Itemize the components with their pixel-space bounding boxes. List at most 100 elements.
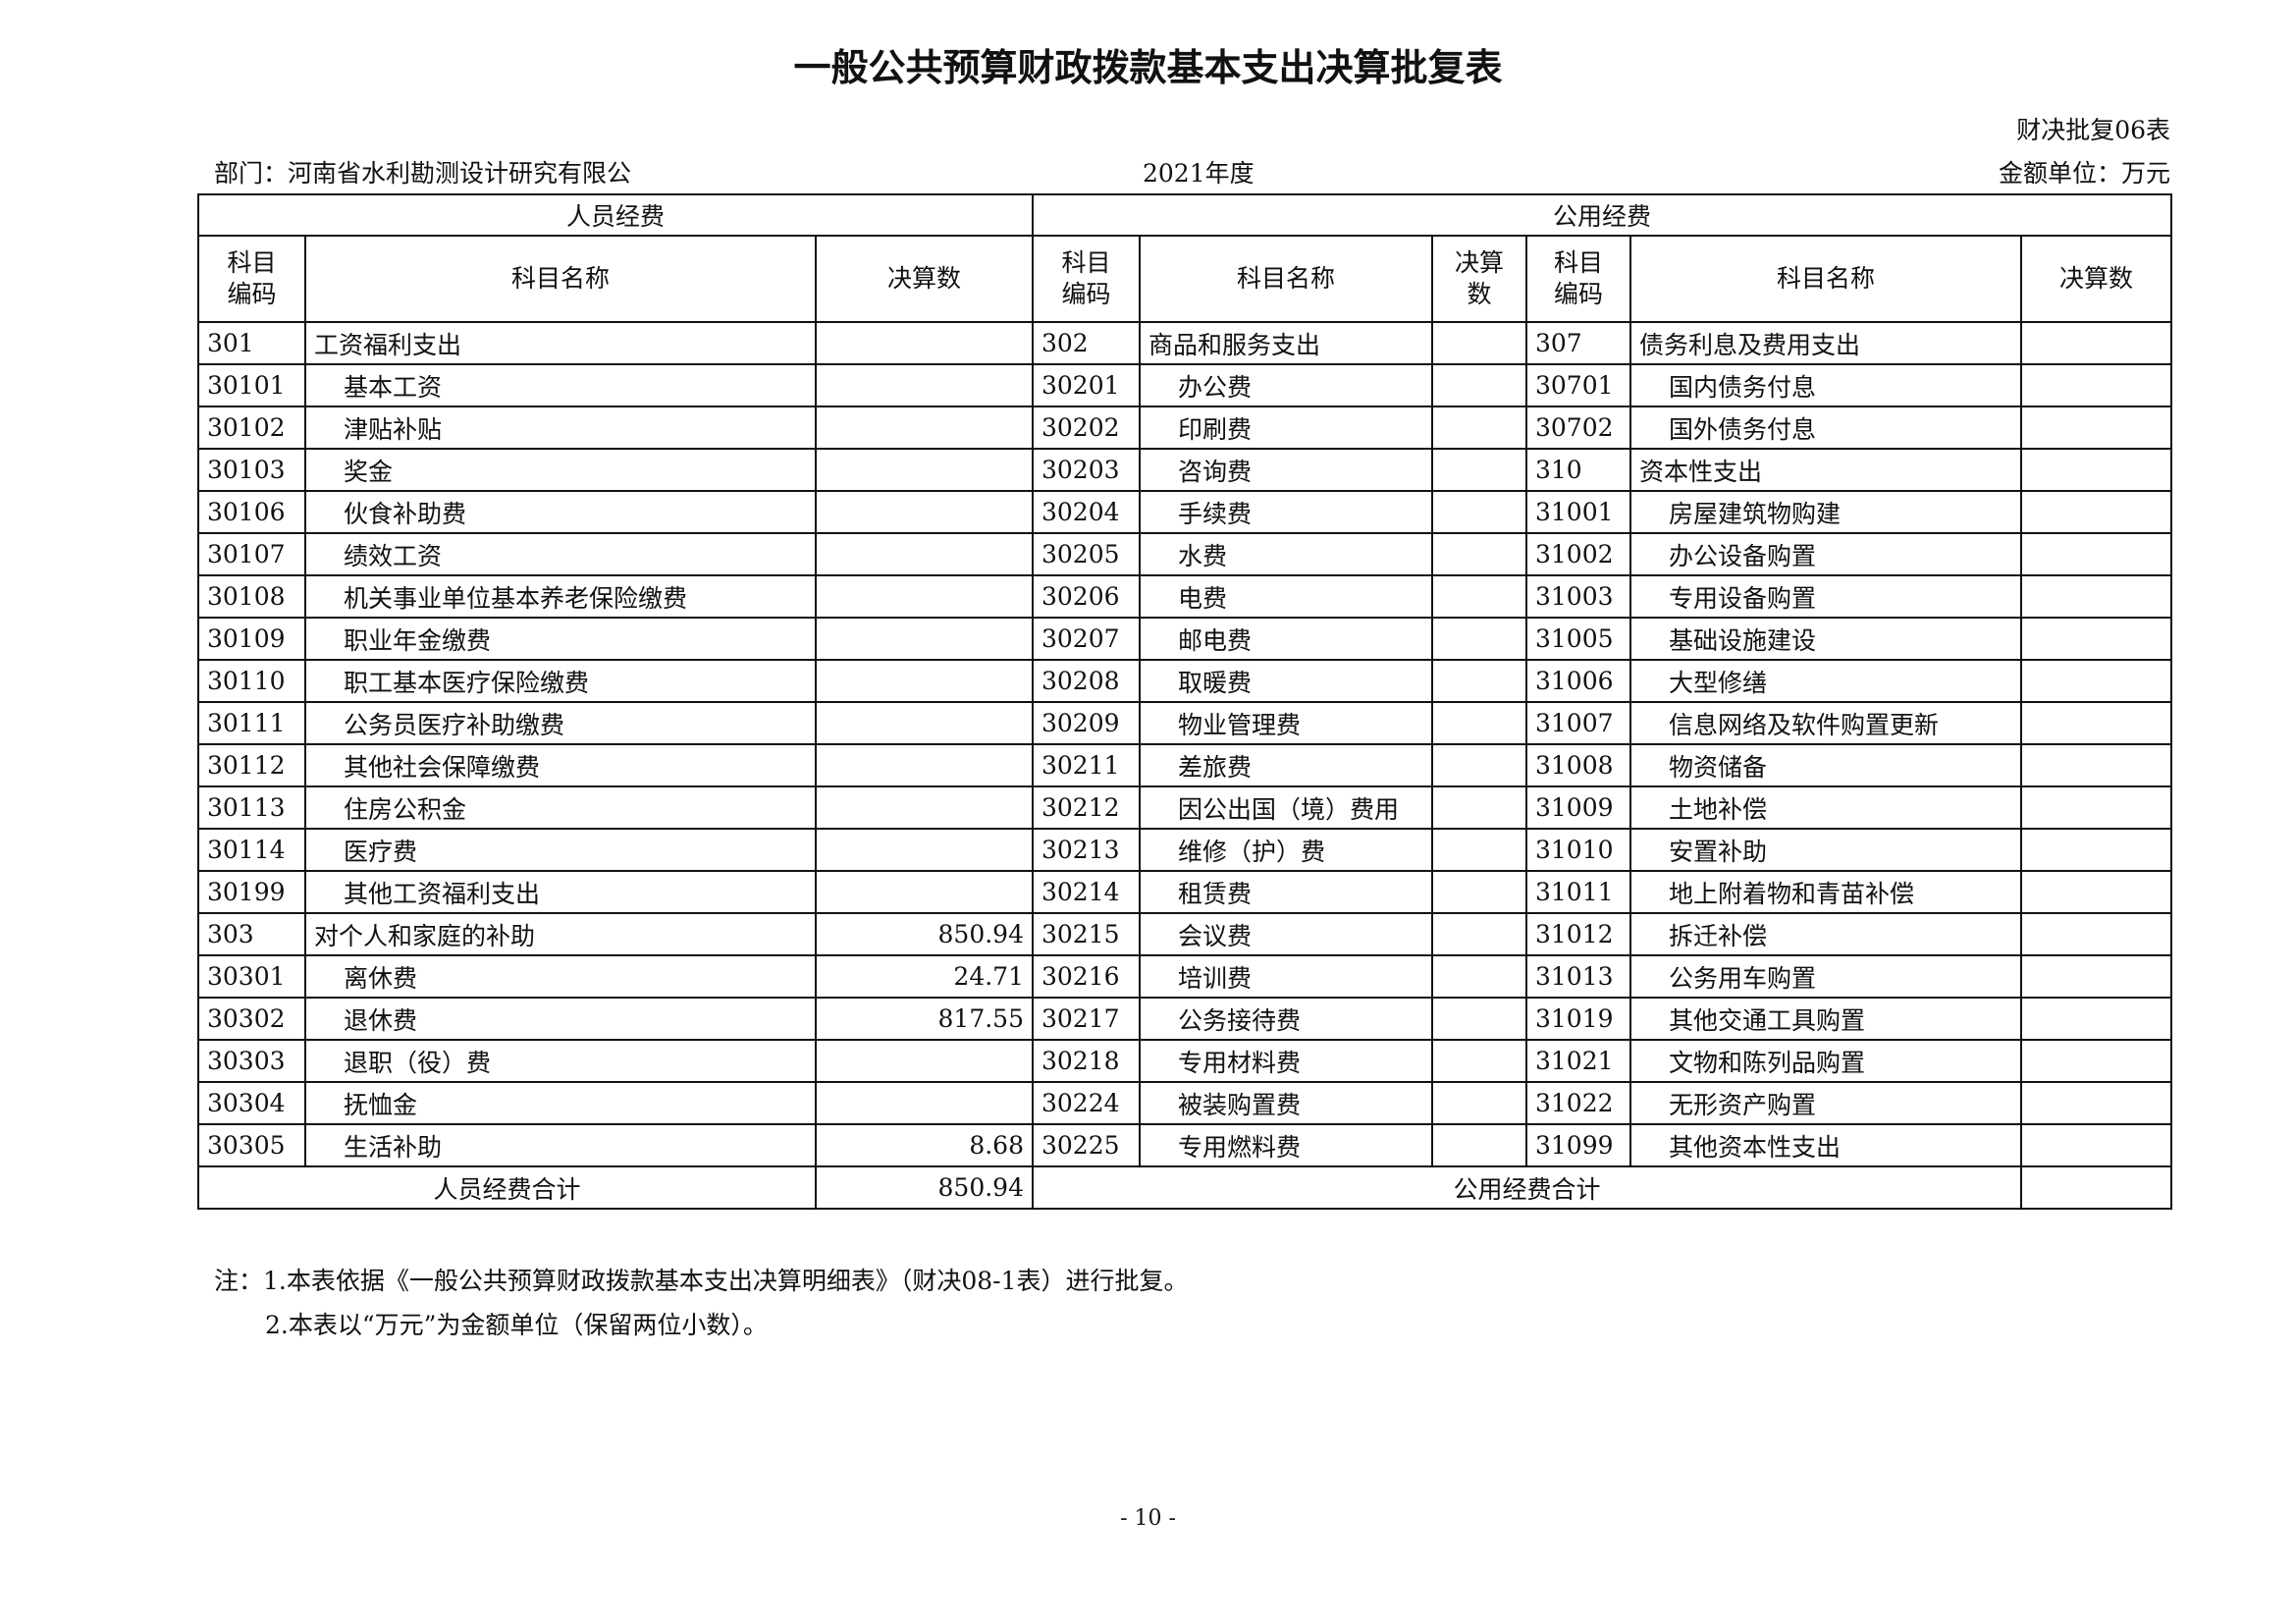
cell-name: 咨询费 xyxy=(1139,448,1433,492)
header-amount: 决算数 xyxy=(1431,235,1527,323)
cell-code: 30201 xyxy=(1032,363,1141,407)
cell-amount xyxy=(1431,406,1527,450)
cell-name: 大型修缮 xyxy=(1629,659,2022,703)
cell-amount xyxy=(1431,912,1527,956)
cell-code: 31002 xyxy=(1525,532,1631,576)
cell-name: 其他资本性支出 xyxy=(1629,1123,2022,1167)
table-row: 30112 其他社会保障缴费 30211 差旅费 31008 物资储备 xyxy=(197,743,2172,787)
table-row: 301 工资福利支出 302 商品和服务支出 307 债务利息及费用支出 xyxy=(197,321,2172,365)
cell-code: 30209 xyxy=(1032,701,1141,745)
cell-code: 30103 xyxy=(197,448,306,492)
fiscal-year: 2021年度 xyxy=(1143,159,1255,188)
table-row: 30302 退休费 817.55 30217 公务接待费 31019 其他交通工具购置 xyxy=(197,997,2172,1041)
cell-name: 伙食补助费 xyxy=(304,490,817,534)
cell-code: 30207 xyxy=(1032,617,1141,661)
cell-name: 地上附着物和青苗补偿 xyxy=(1629,870,2022,914)
cell-name: 因公出国（境）费用 xyxy=(1139,785,1433,830)
cell-code: 307 xyxy=(1525,321,1631,365)
cell-name: 奖金 xyxy=(304,448,817,492)
cell-amount xyxy=(2020,743,2172,787)
cell-code: 30108 xyxy=(197,574,306,619)
cell-code: 30101 xyxy=(197,363,306,407)
cell-code: 30304 xyxy=(197,1081,306,1125)
cell-name: 绩效工资 xyxy=(304,532,817,576)
notes: 注：1.本表依据《一般公共预算财政拨款基本支出决算明细表》（财决08-1表）进行… xyxy=(214,1259,1189,1347)
cell-amount xyxy=(2020,954,2172,999)
cell-code: 30224 xyxy=(1032,1081,1141,1125)
cell-name: 生活补助 xyxy=(304,1123,817,1167)
cell-amount xyxy=(1431,574,1527,619)
cell-name: 工资福利支出 xyxy=(304,321,817,365)
cell-code: 30305 xyxy=(197,1123,306,1167)
cell-name: 基础设施建设 xyxy=(1629,617,2022,661)
cell-amount xyxy=(2020,701,2172,745)
personnel-total-label: 人员经费合计 xyxy=(197,1165,817,1210)
cell-code: 30702 xyxy=(1525,406,1631,450)
table-row: 30113 住房公积金 30212 因公出国（境）费用 31009 土地补偿 xyxy=(197,785,2172,830)
cell-code: 31012 xyxy=(1525,912,1631,956)
cell-name: 公务用车购置 xyxy=(1629,954,2022,999)
cell-amount xyxy=(2020,448,2172,492)
cell-amount xyxy=(1431,490,1527,534)
cell-code: 31021 xyxy=(1525,1039,1631,1083)
cell-code: 30214 xyxy=(1032,870,1141,914)
cell-name: 维修（护）费 xyxy=(1139,828,1433,872)
cell-amount xyxy=(815,785,1034,830)
cell-amount xyxy=(1431,1081,1527,1125)
cell-name: 印刷费 xyxy=(1139,406,1433,450)
cell-amount xyxy=(815,363,1034,407)
cell-code: 31019 xyxy=(1525,997,1631,1041)
table-row: 303 对个人和家庭的补助 850.94 30215 会议费 31012 拆迁补偿 xyxy=(197,912,2172,956)
cell-amount xyxy=(2020,1081,2172,1125)
cell-code: 30110 xyxy=(197,659,306,703)
cell-name: 水费 xyxy=(1139,532,1433,576)
cell-name: 取暖费 xyxy=(1139,659,1433,703)
cell-name: 培训费 xyxy=(1139,954,1433,999)
cell-code: 31003 xyxy=(1525,574,1631,619)
cell-amount xyxy=(2020,659,2172,703)
cell-name: 邮电费 xyxy=(1139,617,1433,661)
cell-amount xyxy=(2020,532,2172,576)
cell-amount xyxy=(1431,828,1527,872)
cell-amount xyxy=(1431,743,1527,787)
cell-name: 物资储备 xyxy=(1629,743,2022,787)
cell-code: 30114 xyxy=(197,828,306,872)
cell-code: 31013 xyxy=(1525,954,1631,999)
cell-amount xyxy=(815,617,1034,661)
cell-name: 专用燃料费 xyxy=(1139,1123,1433,1167)
cell-amount: 850.94 xyxy=(815,912,1034,956)
cell-amount xyxy=(2020,785,2172,830)
table-row: 30106 伙食补助费 30204 手续费 31001 房屋建筑物购建 xyxy=(197,490,2172,534)
cell-name: 租赁费 xyxy=(1139,870,1433,914)
cell-code: 30303 xyxy=(197,1039,306,1083)
cell-amount xyxy=(815,406,1034,450)
cell-code: 30215 xyxy=(1032,912,1141,956)
cell-amount xyxy=(1431,1123,1527,1167)
department: 部门：河南省水利勘测设计研究有限公 xyxy=(214,159,632,188)
cell-amount xyxy=(815,701,1034,745)
cell-amount xyxy=(2020,1039,2172,1083)
cell-amount xyxy=(2020,828,2172,872)
cell-code: 31001 xyxy=(1525,490,1631,534)
cell-code: 30102 xyxy=(197,406,306,450)
cell-code: 31022 xyxy=(1525,1081,1631,1125)
cell-code: 30211 xyxy=(1032,743,1141,787)
cell-name: 会议费 xyxy=(1139,912,1433,956)
cell-code: 30203 xyxy=(1032,448,1141,492)
cell-amount xyxy=(2020,870,2172,914)
header-code: 科目编码 xyxy=(1032,235,1141,323)
cell-name: 对个人和家庭的补助 xyxy=(304,912,817,956)
cell-amount xyxy=(815,1039,1034,1083)
cell-name: 办公设备购置 xyxy=(1629,532,2022,576)
table-row: 30109 职业年金缴费 30207 邮电费 31005 基础设施建设 xyxy=(197,617,2172,661)
header-code: 科目编码 xyxy=(197,235,306,323)
cell-name: 物业管理费 xyxy=(1139,701,1433,745)
column-header-row: 科目编码 科目名称 决算数 科目编码 科目名称 决算数 科目编码 科目名称 决算… xyxy=(197,235,2172,323)
cell-amount xyxy=(1431,785,1527,830)
cell-amount xyxy=(2020,363,2172,407)
cell-code: 30113 xyxy=(197,785,306,830)
cell-code: 31009 xyxy=(1525,785,1631,830)
page-number: - 10 - xyxy=(1120,1506,1176,1531)
cell-amount xyxy=(815,448,1034,492)
cell-amount xyxy=(2020,617,2172,661)
